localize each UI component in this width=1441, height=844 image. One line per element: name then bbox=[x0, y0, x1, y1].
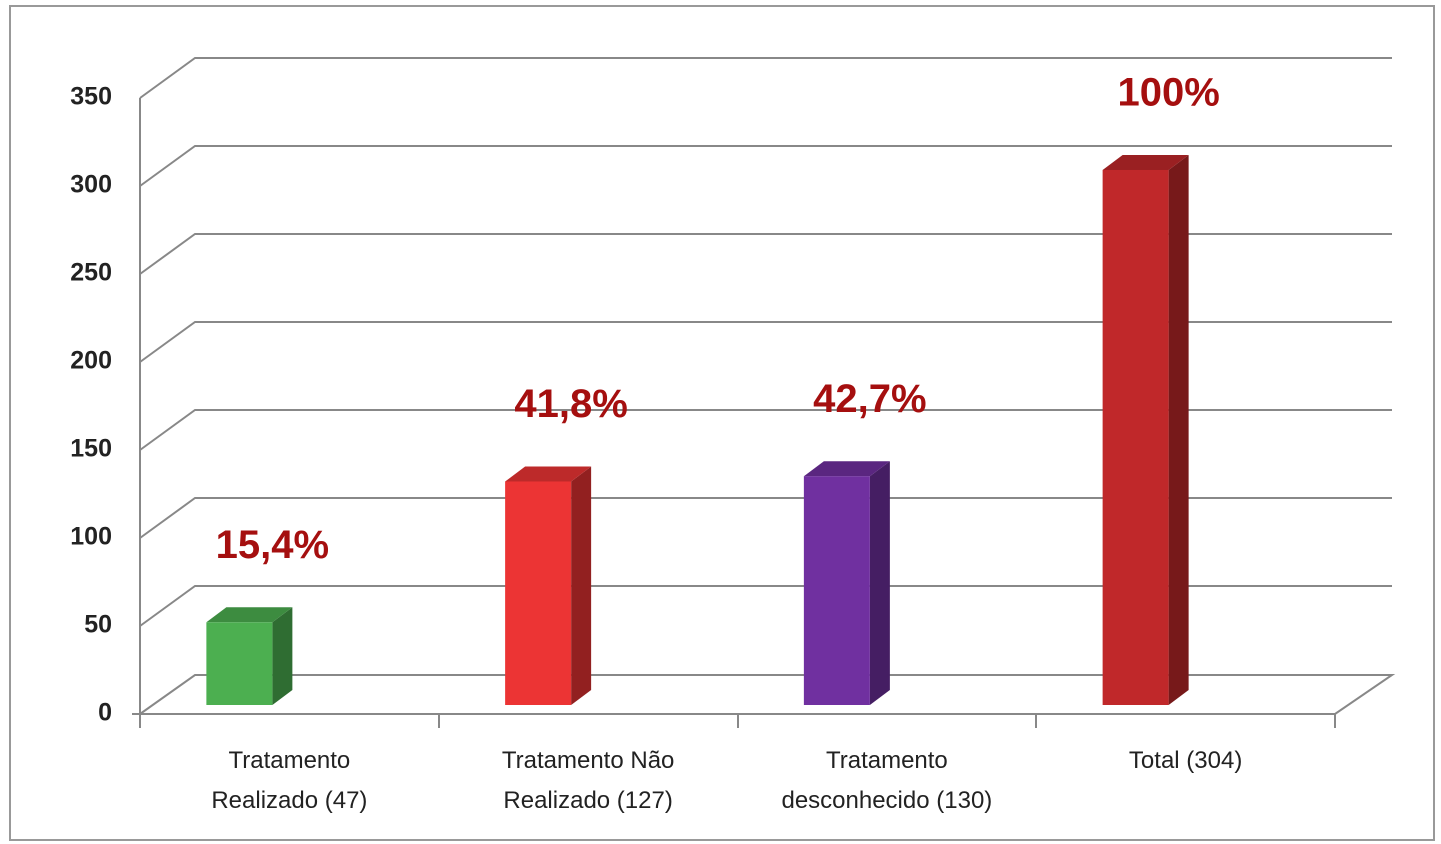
bar-annotation: 41,8% bbox=[514, 382, 627, 426]
y-tick-label: 350 bbox=[70, 83, 112, 111]
bar bbox=[803, 461, 890, 705]
bar-side bbox=[272, 607, 293, 705]
x-tick-label-line: Tratamento Não bbox=[502, 747, 675, 774]
x-tick-label-line: desconhecido (130) bbox=[781, 787, 992, 814]
y-tick-label: 150 bbox=[70, 435, 112, 463]
bar-annotation: 100% bbox=[1117, 71, 1219, 115]
bar-annotation: 15,4% bbox=[216, 523, 329, 567]
grid-line bbox=[139, 57, 1392, 99]
bar-front bbox=[505, 481, 572, 705]
bar-front bbox=[1102, 169, 1169, 705]
y-tick-label: 100 bbox=[70, 523, 112, 551]
x-tick-label-line: Tratamento bbox=[228, 747, 350, 774]
x-tick-label-line: Realizado (127) bbox=[503, 787, 672, 814]
bar-side bbox=[571, 466, 592, 705]
y-tick-label: 50 bbox=[84, 611, 112, 639]
y-tick-label: 300 bbox=[70, 171, 112, 199]
x-tick-label: Tratamento desconhecido (130) bbox=[781, 747, 992, 814]
floor bbox=[136, 674, 1396, 715]
grid-line bbox=[139, 233, 1392, 275]
bar bbox=[206, 607, 293, 705]
bar-front bbox=[803, 476, 870, 705]
bar-side bbox=[1168, 154, 1189, 705]
grid-line bbox=[139, 409, 1392, 451]
x-tick-label: Tratamento Não Realizado (127) bbox=[502, 747, 675, 814]
x-tick-label-line: Total (304) bbox=[1129, 747, 1242, 774]
bar bbox=[1102, 154, 1189, 705]
grid-line bbox=[139, 321, 1392, 363]
x-ticks bbox=[139, 714, 1336, 728]
x-tick-label: Total (304) bbox=[1129, 747, 1242, 774]
bar-annotation: 42,7% bbox=[813, 377, 926, 421]
bar-front bbox=[206, 622, 273, 705]
x-tick-label-line: Realizado (47) bbox=[211, 787, 367, 814]
y-tick-label: 200 bbox=[70, 347, 112, 375]
bar-top bbox=[206, 607, 293, 623]
y-tick-label: 250 bbox=[70, 259, 112, 287]
x-tick-label-line: Tratamento bbox=[826, 747, 948, 774]
bar-side bbox=[869, 461, 890, 705]
bar-top bbox=[803, 461, 890, 477]
y-tick-label: 0 bbox=[98, 699, 112, 727]
bar-top bbox=[1102, 154, 1189, 170]
x-tick-label: Tratamento Realizado (47) bbox=[211, 747, 367, 814]
bar bbox=[505, 466, 592, 705]
grid-line bbox=[139, 497, 1392, 539]
bar-top bbox=[505, 466, 592, 482]
grid-line bbox=[139, 145, 1392, 187]
grid-line bbox=[139, 585, 1392, 627]
